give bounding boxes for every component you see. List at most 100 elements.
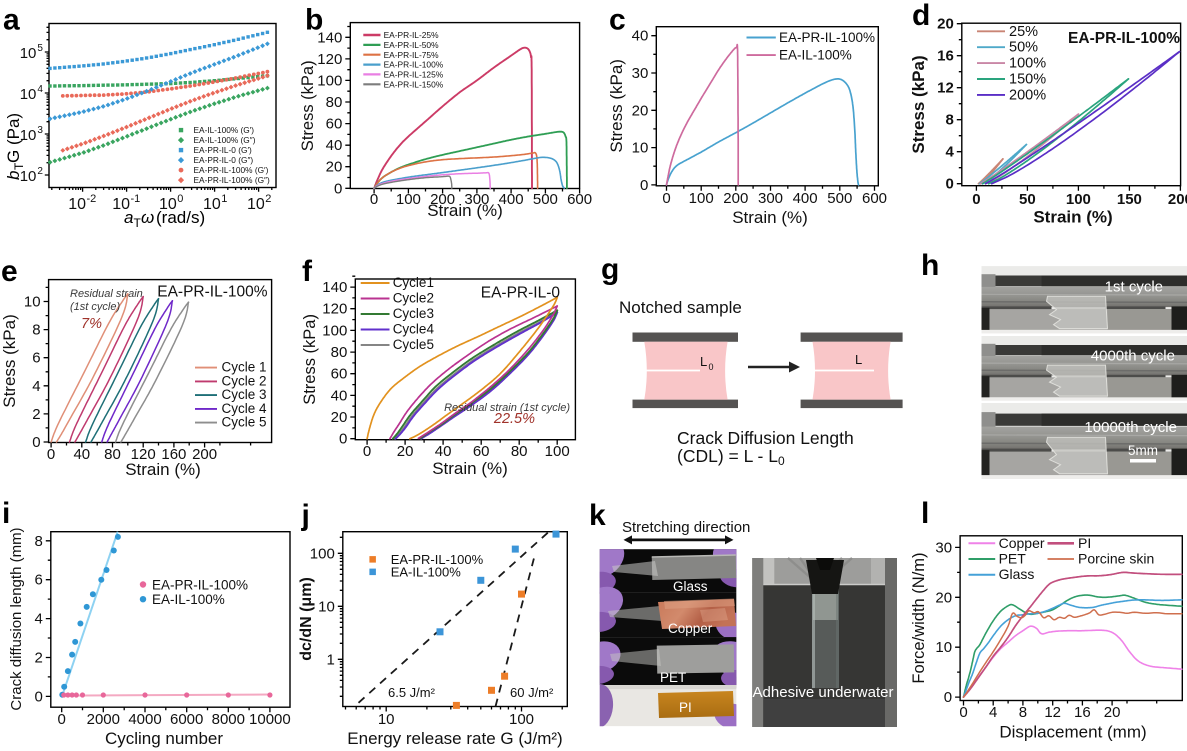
svg-text:-1: -1 xyxy=(131,193,141,205)
svg-text:Crack diffusion length (mm): Crack diffusion length (mm) xyxy=(8,527,25,710)
svg-text:6000: 6000 xyxy=(170,711,203,728)
svg-text:100: 100 xyxy=(509,711,534,728)
svg-text:Stress (kPa): Stress (kPa) xyxy=(299,60,317,151)
svg-text:PET: PET xyxy=(660,670,686,685)
svg-text:0: 0 xyxy=(47,446,55,463)
svg-text:Cycle4: Cycle4 xyxy=(393,322,435,337)
svg-text:10: 10 xyxy=(112,196,130,213)
svg-text:(1st cycle): (1st cycle) xyxy=(70,301,120,313)
svg-text:200: 200 xyxy=(430,191,455,208)
svg-text:150%: 150% xyxy=(1009,72,1046,88)
svg-text:40: 40 xyxy=(435,443,452,460)
svg-text:60: 60 xyxy=(326,116,343,133)
svg-text:EA-PR-IL-125%: EA-PR-IL-125% xyxy=(384,70,444,80)
svg-text:22.5%: 22.5% xyxy=(493,411,535,427)
svg-text:EA-PR-IL-100%: EA-PR-IL-100% xyxy=(1068,30,1180,47)
svg-text:30: 30 xyxy=(632,65,649,82)
svg-text:8: 8 xyxy=(945,112,953,129)
svg-text:Cycle 5: Cycle 5 xyxy=(222,415,267,430)
svg-text:20: 20 xyxy=(937,16,954,33)
svg-text:10: 10 xyxy=(20,86,37,103)
svg-text:Residual strain (1st cycle): Residual strain (1st cycle) xyxy=(444,402,570,414)
svg-text:Strain (%): Strain (%) xyxy=(125,460,201,479)
svg-text:EA-PR-IL-0 (G″): EA-PR-IL-0 (G″) xyxy=(194,155,254,165)
svg-text:60: 60 xyxy=(331,366,348,383)
svg-text:25%: 25% xyxy=(1009,24,1038,40)
svg-text:8: 8 xyxy=(1019,704,1027,721)
svg-text:Cycle 4: Cycle 4 xyxy=(222,401,268,416)
svg-text:EA-PR-IL-100%: EA-PR-IL-100% xyxy=(391,552,484,567)
svg-text:Porcine skin: Porcine skin xyxy=(1078,551,1154,567)
svg-text:120: 120 xyxy=(317,51,342,68)
svg-text:40: 40 xyxy=(331,387,348,404)
svg-text:Copper: Copper xyxy=(999,535,1045,551)
svg-text:EA-IL-100%: EA-IL-100% xyxy=(152,592,225,607)
svg-text:100: 100 xyxy=(689,190,714,207)
svg-text:140: 140 xyxy=(322,279,347,296)
svg-text:g: g xyxy=(601,253,619,286)
svg-text:Stress (kPa): Stress (kPa) xyxy=(301,314,319,405)
svg-text:G (Pa): G (Pa) xyxy=(4,113,23,163)
svg-text:1st cycle: 1st cycle xyxy=(1105,279,1163,296)
svg-text:PI: PI xyxy=(679,700,692,715)
svg-text:EA-PR-IL-100%: EA-PR-IL-100% xyxy=(157,284,267,301)
svg-text:80: 80 xyxy=(511,443,528,460)
svg-text:Adhesive underwater: Adhesive underwater xyxy=(753,684,894,701)
svg-text:20: 20 xyxy=(1104,704,1121,721)
svg-text:40: 40 xyxy=(326,137,343,154)
svg-text:e: e xyxy=(1,255,18,288)
svg-text:120: 120 xyxy=(322,301,347,318)
svg-text:100: 100 xyxy=(310,545,335,562)
svg-text:10: 10 xyxy=(20,45,37,62)
svg-text:Cycle3: Cycle3 xyxy=(393,306,434,321)
svg-text:0: 0 xyxy=(32,434,40,451)
svg-text:100: 100 xyxy=(545,443,570,460)
svg-text:80: 80 xyxy=(326,94,343,111)
svg-text:16: 16 xyxy=(1074,704,1091,721)
svg-text:6: 6 xyxy=(32,350,40,367)
svg-text:T: T xyxy=(134,216,142,230)
svg-text:5: 5 xyxy=(37,43,43,54)
svg-text:Strain (%): Strain (%) xyxy=(432,459,508,478)
svg-text:b: b xyxy=(4,171,23,180)
svg-text:d: d xyxy=(912,0,930,32)
svg-text:8: 8 xyxy=(32,322,40,339)
svg-text:80: 80 xyxy=(331,344,348,361)
svg-text:0: 0 xyxy=(58,711,66,728)
svg-text:0: 0 xyxy=(972,191,980,208)
svg-text:6: 6 xyxy=(34,572,42,589)
svg-text:EA-PR-IL-100%: EA-PR-IL-100% xyxy=(384,60,444,70)
svg-text:Cycle5: Cycle5 xyxy=(393,337,434,352)
svg-text:20: 20 xyxy=(935,589,952,606)
svg-text:0: 0 xyxy=(34,688,42,705)
svg-text:10000th cycle: 10000th cycle xyxy=(1084,419,1177,436)
svg-text:20: 20 xyxy=(331,409,348,426)
svg-text:8000: 8000 xyxy=(212,711,245,728)
svg-text:0: 0 xyxy=(945,176,953,193)
svg-text:150: 150 xyxy=(1117,191,1142,208)
svg-text:f: f xyxy=(302,255,313,288)
svg-text:Residual strain: Residual strain xyxy=(70,288,143,300)
svg-text:10: 10 xyxy=(20,127,37,144)
svg-text:2: 2 xyxy=(32,406,40,423)
svg-text:EA-PR-IL-75%: EA-PR-IL-75% xyxy=(384,50,439,60)
svg-text:Strain (%): Strain (%) xyxy=(732,208,808,227)
svg-text:12: 12 xyxy=(937,80,954,97)
svg-text:h: h xyxy=(921,249,939,282)
svg-text:b: b xyxy=(305,4,323,37)
svg-text:4000: 4000 xyxy=(128,711,161,728)
svg-text:60 J/m²: 60 J/m² xyxy=(510,685,554,700)
svg-text:Cycle1: Cycle1 xyxy=(393,275,434,290)
svg-text:300: 300 xyxy=(758,190,783,207)
svg-text:2000: 2000 xyxy=(87,711,120,728)
svg-text:Displacement (mm): Displacement (mm) xyxy=(999,723,1146,742)
svg-text:EA-PR-IL-100%: EA-PR-IL-100% xyxy=(152,578,248,593)
svg-text:c: c xyxy=(609,4,626,37)
svg-text:600: 600 xyxy=(567,191,592,208)
svg-text:PET: PET xyxy=(999,551,1027,567)
svg-text:200%: 200% xyxy=(1009,87,1046,103)
svg-text:EA-PR-IL-100% (G′): EA-PR-IL-100% (G′) xyxy=(194,165,269,175)
svg-text:0: 0 xyxy=(334,180,342,197)
svg-text:EA-PR-IL-150%: EA-PR-IL-150% xyxy=(384,79,444,89)
svg-text:6.5 J/m²: 6.5 J/m² xyxy=(388,685,436,700)
